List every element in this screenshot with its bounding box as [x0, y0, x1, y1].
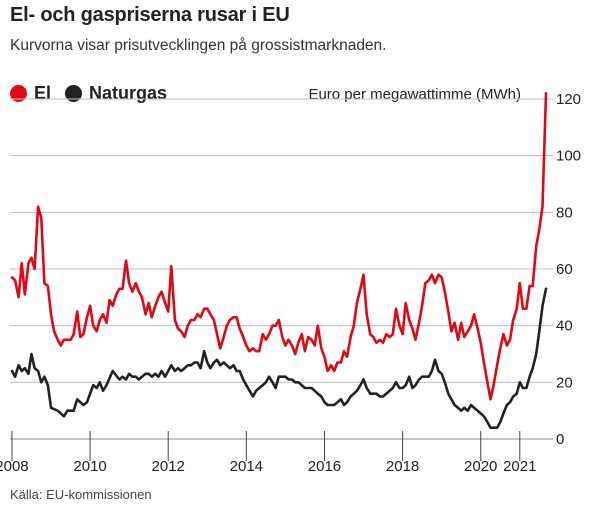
x-tick-label-2008: 2008 [0, 458, 29, 475]
y-tick-label-80: 80 [556, 204, 573, 221]
legend-item-el: El [10, 83, 51, 104]
chart-legend: El Naturgas [10, 80, 181, 106]
y-tick-label-60: 60 [556, 261, 573, 278]
x-tick-label-2018: 2018 [386, 458, 419, 475]
x-tick-label-2012: 2012 [152, 458, 185, 475]
series-lines [10, 92, 548, 429]
legend-dot-naturgas-icon [65, 84, 83, 102]
series-line-el [10, 92, 548, 401]
series-line-naturgas [10, 287, 548, 429]
source-note: Källa: EU-kommissionen [10, 487, 152, 502]
legend-item-naturgas: Naturgas [65, 83, 167, 104]
y-tick-label-100: 100 [556, 148, 581, 165]
x-tick-label-2020: 2020 [464, 458, 497, 475]
x-tick-label-2014: 2014 [230, 458, 263, 475]
chart-subtitle: Kurvorna visar prisutvecklingen på gross… [10, 37, 387, 54]
y-tick-label-0: 0 [556, 431, 564, 448]
x-tick-label-2016: 2016 [308, 458, 341, 475]
y-axis-ticks: 0 20 40 60 80 100 120 [556, 91, 581, 448]
legend-dot-el-icon [10, 84, 27, 102]
chart-title: El- och gaspriserna rusar i EU [10, 4, 290, 26]
y-tick-label-40: 40 [556, 318, 573, 335]
x-tick-label-2021: 2021 [503, 458, 536, 475]
x-axis-ticks: 2008 2010 2012 2014 2016 2018 2020 2021 [0, 431, 536, 475]
y-tick-label-20: 20 [556, 374, 573, 391]
legend-label-naturgas: Naturgas [89, 82, 168, 103]
legend-label-el: El [34, 82, 52, 103]
x-tick-label-2010: 2010 [73, 458, 106, 475]
y-tick-label-120: 120 [556, 91, 581, 108]
